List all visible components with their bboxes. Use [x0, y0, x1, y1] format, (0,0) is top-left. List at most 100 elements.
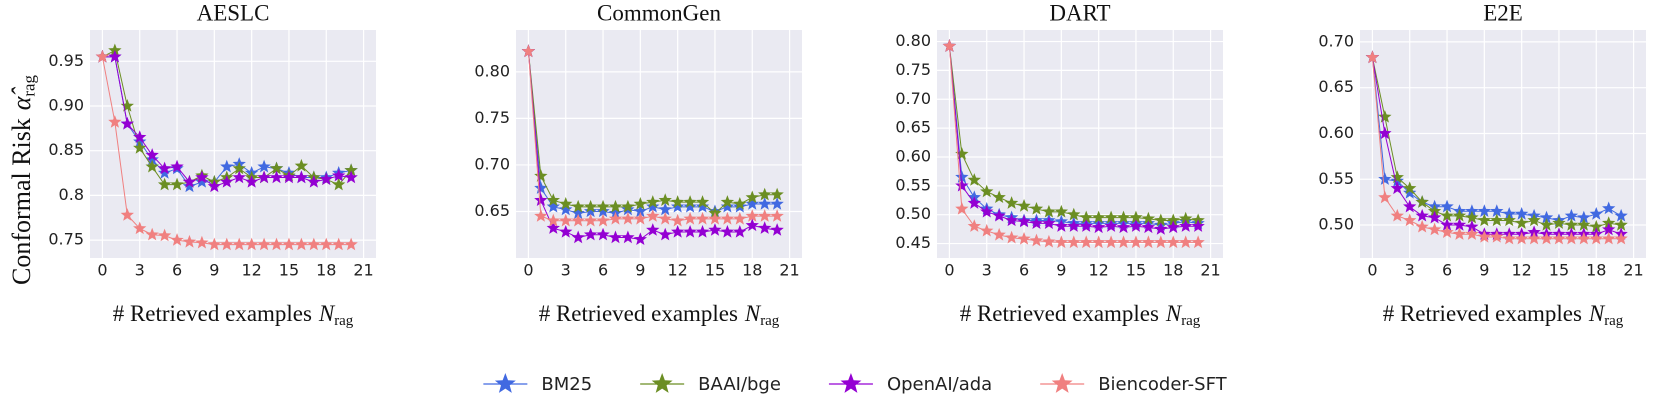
- data-point: [1378, 126, 1392, 140]
- data-point: [1502, 231, 1516, 245]
- data-point: [220, 175, 234, 188]
- x-tick-label: 0: [523, 261, 533, 280]
- data-point: [1179, 211, 1193, 225]
- data-point: [758, 187, 772, 201]
- data-point: [1004, 213, 1019, 227]
- data-point: [1004, 196, 1019, 209]
- x-tick-label: 18: [316, 261, 336, 280]
- y-tick-label: 0.65: [1318, 77, 1354, 96]
- data-point: [955, 178, 969, 192]
- data-point: [770, 223, 784, 236]
- data-point: [1166, 213, 1180, 227]
- data-point: [1091, 235, 1106, 249]
- x-tick-label: 6: [598, 261, 608, 280]
- data-point: [1403, 181, 1417, 195]
- data-point: [1403, 185, 1417, 199]
- data-point: [319, 237, 333, 251]
- data-point: [344, 237, 358, 251]
- data-point: [1154, 213, 1168, 227]
- data-point: [207, 179, 222, 193]
- legend-label: BM25: [541, 374, 592, 395]
- data-point: [1452, 227, 1467, 240]
- data-point: [608, 230, 623, 244]
- legend: BM25 BAAI/bge OpenAI/ada Biencoder-SFT: [483, 373, 1228, 395]
- data-point: [646, 195, 660, 208]
- data-point: [646, 199, 660, 213]
- data-point: [967, 196, 981, 209]
- data-point: [1490, 229, 1504, 243]
- data-point: [282, 237, 296, 251]
- data-point: [733, 211, 747, 225]
- axis-label: # Retrieved examples Nrag: [113, 301, 354, 329]
- subplot-title: DART: [1049, 0, 1110, 25]
- subplot-title: E2E: [1483, 0, 1523, 25]
- data-point: [583, 199, 598, 213]
- data-point: [534, 209, 548, 222]
- x-tick-label: 21: [779, 261, 799, 280]
- data-point: [1415, 219, 1429, 233]
- data-point: [307, 175, 321, 188]
- data-point: [282, 170, 296, 184]
- data-point: [980, 223, 994, 237]
- data-point: [1527, 231, 1541, 245]
- axis-label-text: # Retrieved examples: [960, 301, 1159, 326]
- data-point: [992, 227, 1006, 241]
- data-point: [559, 202, 573, 216]
- axis-label-subscript: rag: [334, 313, 354, 329]
- data-point: [1577, 231, 1591, 245]
- data-point: [1564, 208, 1579, 222]
- data-point: [232, 170, 246, 184]
- data-point: [1602, 201, 1616, 215]
- data-point: [1415, 195, 1429, 208]
- data-point: [1539, 231, 1554, 245]
- data-point: [332, 237, 346, 251]
- data-point: [1141, 220, 1156, 234]
- data-point: [1390, 181, 1404, 195]
- data-point: [1427, 222, 1442, 236]
- data-point: [745, 218, 759, 232]
- data-point: [770, 209, 784, 222]
- data-point: [559, 213, 573, 227]
- data-point: [1427, 210, 1442, 224]
- data-point: [571, 199, 585, 213]
- data-point: [745, 190, 759, 204]
- data-point: [294, 170, 309, 184]
- data-point: [1129, 235, 1143, 249]
- y-tick-label: 0.70: [895, 89, 931, 108]
- data-point: [720, 224, 735, 238]
- x-tick-label: 9: [635, 261, 645, 280]
- plot-area: [516, 30, 802, 258]
- data-point: [1440, 225, 1454, 239]
- data-point: [980, 204, 994, 218]
- data-point: [1564, 218, 1579, 231]
- data-point: [1067, 207, 1081, 221]
- data-point: [559, 224, 573, 238]
- x-tick-label: 15: [705, 261, 725, 280]
- data-point: [157, 228, 172, 242]
- subplot: 0.65 0.70 0.75 0.80 0 3 6 9 12 15 18 21 CommonGen # R…: [474, 0, 802, 329]
- data-point: [269, 161, 284, 175]
- data-point: [1589, 231, 1603, 245]
- y-tick-label: 0.90: [48, 96, 84, 115]
- x-tick-label: 3: [982, 261, 992, 280]
- data-point: [1527, 225, 1541, 239]
- legend-label: Biencoder-SFT: [1098, 374, 1227, 395]
- data-point: [608, 211, 623, 225]
- data-point: [633, 232, 648, 246]
- data-point: [942, 39, 957, 52]
- data-point: [257, 237, 271, 251]
- x-tick-label: 3: [135, 261, 145, 280]
- data-point: [955, 201, 969, 215]
- data-point: [1427, 204, 1442, 217]
- data-point: [1067, 235, 1081, 249]
- legend-item: BAAI/bge: [640, 373, 781, 395]
- data-point: [269, 170, 284, 184]
- legend-item: Biencoder-SFT: [1040, 373, 1228, 395]
- data-point: [1179, 219, 1193, 232]
- axis-label-subscript: rag: [1604, 313, 1624, 329]
- data-point: [583, 204, 598, 218]
- data-point: [182, 234, 197, 248]
- x-tick-label: 18: [1163, 261, 1183, 280]
- data-point: [733, 197, 747, 210]
- axis-label-subscript: rag: [1181, 313, 1201, 329]
